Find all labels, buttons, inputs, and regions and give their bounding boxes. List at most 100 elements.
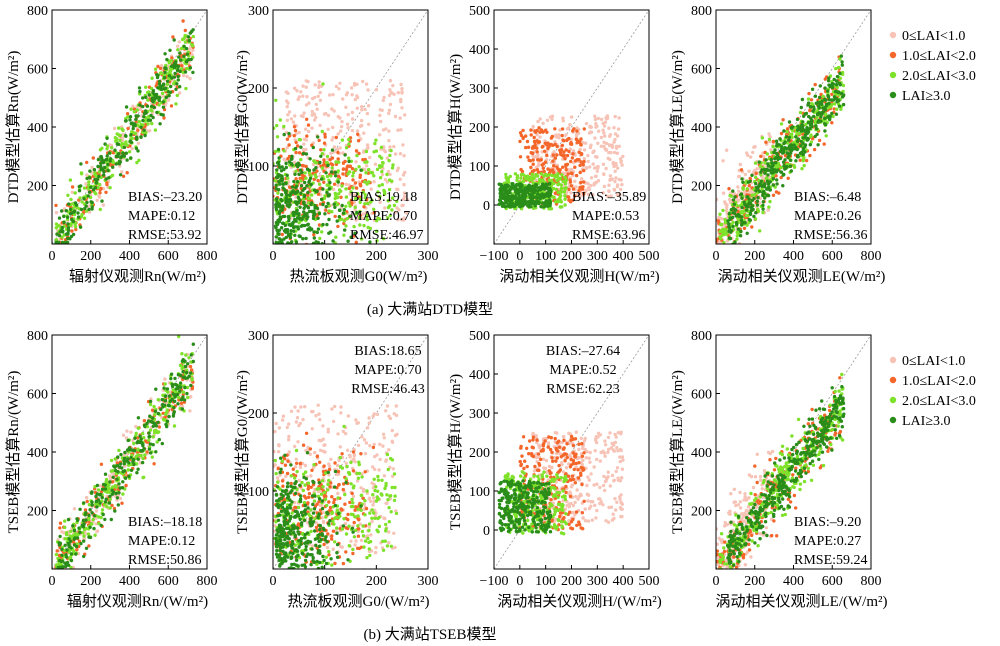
data-point — [136, 149, 140, 153]
x-tick-label: 100 — [314, 249, 335, 264]
data-point — [306, 193, 310, 198]
data-point — [72, 210, 76, 214]
data-point — [129, 140, 134, 145]
data-point — [353, 197, 358, 201]
data-point — [275, 168, 279, 172]
data-point — [111, 165, 115, 169]
data-point — [602, 144, 606, 148]
data-point — [499, 183, 503, 187]
data-point — [581, 162, 585, 167]
data-point — [172, 63, 176, 67]
data-point — [728, 217, 732, 221]
data-point — [319, 148, 323, 152]
data-point — [801, 136, 805, 140]
data-point — [111, 151, 116, 155]
data-point — [396, 218, 400, 222]
data-point — [768, 180, 772, 184]
data-point — [187, 39, 191, 43]
data-point — [147, 93, 151, 97]
data-point — [82, 216, 87, 220]
data-point — [731, 215, 735, 220]
data-point — [582, 180, 586, 184]
data-point — [350, 128, 355, 133]
data-point — [281, 182, 285, 186]
data-point — [801, 124, 805, 128]
data-point — [132, 462, 136, 467]
data-point — [535, 196, 540, 200]
data-point — [498, 198, 502, 202]
data-point — [97, 521, 101, 526]
data-point — [340, 184, 344, 188]
data-point — [749, 155, 753, 159]
data-point — [805, 126, 809, 130]
data-point — [115, 461, 120, 465]
data-point — [277, 232, 281, 236]
data-point — [776, 155, 781, 160]
data-point — [333, 174, 338, 178]
data-point — [801, 120, 805, 124]
data-point — [519, 176, 523, 180]
data-point — [71, 565, 76, 569]
data-point — [186, 35, 191, 39]
data-point — [159, 71, 163, 76]
data-point — [325, 174, 330, 179]
data-point — [376, 190, 380, 194]
data-point — [721, 191, 726, 195]
data-point — [165, 79, 170, 84]
data-point — [734, 208, 738, 212]
data-point — [57, 216, 62, 220]
data-point — [294, 240, 299, 244]
data-point — [387, 187, 392, 192]
data-point — [299, 145, 303, 149]
data-point — [133, 123, 137, 128]
data-point — [179, 58, 183, 62]
data-point — [168, 90, 173, 95]
data-point — [579, 152, 584, 156]
data-point — [558, 150, 563, 155]
data-point — [126, 115, 130, 119]
data-point — [601, 162, 606, 166]
data-point — [823, 112, 828, 117]
data-point — [104, 190, 108, 194]
data-point — [362, 131, 366, 135]
data-point — [503, 191, 508, 195]
data-point — [767, 137, 772, 142]
data-point — [305, 134, 309, 138]
data-point — [158, 66, 163, 71]
data-point — [176, 78, 180, 82]
data-point — [778, 149, 783, 154]
data-point — [549, 143, 553, 147]
data-point — [763, 161, 767, 165]
data-point — [355, 82, 359, 87]
data-point — [141, 431, 145, 436]
data-point — [387, 129, 391, 133]
data-point — [326, 201, 330, 206]
data-point — [132, 110, 136, 114]
data-point — [824, 103, 829, 108]
data-point — [358, 223, 362, 227]
data-point — [179, 67, 184, 71]
data-point — [838, 57, 842, 61]
data-point — [284, 159, 288, 163]
data-point — [746, 205, 750, 209]
data-point — [306, 196, 311, 200]
data-point — [780, 145, 784, 149]
data-point — [302, 210, 306, 214]
data-point — [151, 100, 155, 104]
data-point — [786, 176, 790, 180]
data-point — [284, 161, 288, 166]
data-point — [161, 100, 165, 104]
data-point — [79, 171, 84, 175]
data-point — [347, 142, 351, 146]
data-point — [384, 127, 388, 131]
data-point — [341, 97, 345, 101]
data-point — [331, 187, 336, 192]
data-point — [323, 212, 327, 216]
data-point — [810, 87, 815, 92]
data-point — [287, 219, 291, 223]
panel-a-rn: 0 200 400 600 800200400600800辐射仪观测Rn(W/m²)DT… — [4, 4, 218, 285]
data-point — [344, 182, 348, 186]
data-point — [592, 149, 596, 153]
data-point — [539, 204, 543, 209]
